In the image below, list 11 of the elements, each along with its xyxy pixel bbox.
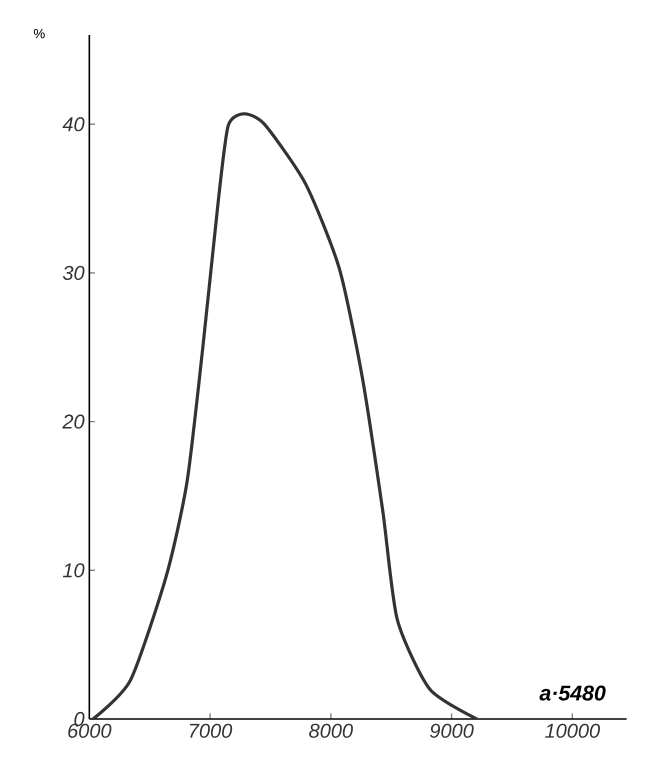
y-tick-label: 30 [62,266,84,280]
x-tick-label: 7000 [190,724,232,738]
x-tick-label: 8000 [309,724,353,738]
y-tick-label: 40 [62,117,84,132]
x-tick-label: 9000 [430,724,474,738]
y-tick-label: 10 [62,563,84,578]
y-tick-label: 20 [62,414,84,429]
y-axis-title: % [34,28,45,38]
annotation: a·5480 [540,686,606,701]
x-tick-label: 10000 [545,724,600,738]
line-series [91,112,479,719]
